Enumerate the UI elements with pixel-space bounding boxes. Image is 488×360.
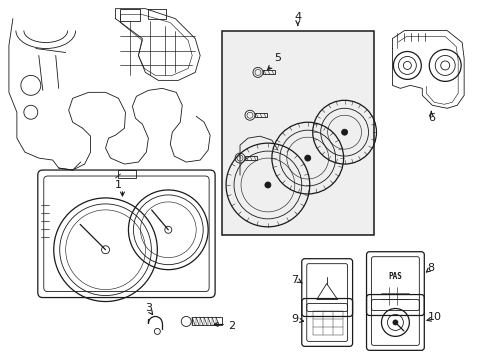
Circle shape	[403, 62, 410, 69]
Text: 4: 4	[294, 12, 301, 22]
Text: 6: 6	[427, 113, 434, 123]
Text: 2: 2	[228, 321, 235, 332]
Circle shape	[341, 129, 347, 135]
Circle shape	[264, 182, 270, 188]
Bar	[244, 156, 256, 160]
Text: 10: 10	[427, 312, 441, 323]
Text: PAS: PAS	[387, 272, 402, 281]
Circle shape	[102, 246, 109, 254]
Bar	[222, 31, 373, 235]
Bar	[254, 113, 266, 117]
Text: 8: 8	[427, 263, 434, 273]
Circle shape	[440, 61, 449, 70]
Text: 1: 1	[115, 180, 122, 190]
Text: 3: 3	[144, 302, 152, 312]
Circle shape	[304, 155, 310, 161]
Circle shape	[164, 226, 171, 233]
Bar	[192, 318, 222, 325]
Text: 9: 9	[291, 314, 298, 324]
Text: 5: 5	[274, 54, 281, 63]
Circle shape	[392, 320, 397, 325]
Bar	[120, 9, 140, 21]
Bar	[263, 71, 274, 75]
Text: 7: 7	[291, 275, 298, 285]
Bar	[118, 170, 136, 178]
Bar	[148, 9, 166, 19]
